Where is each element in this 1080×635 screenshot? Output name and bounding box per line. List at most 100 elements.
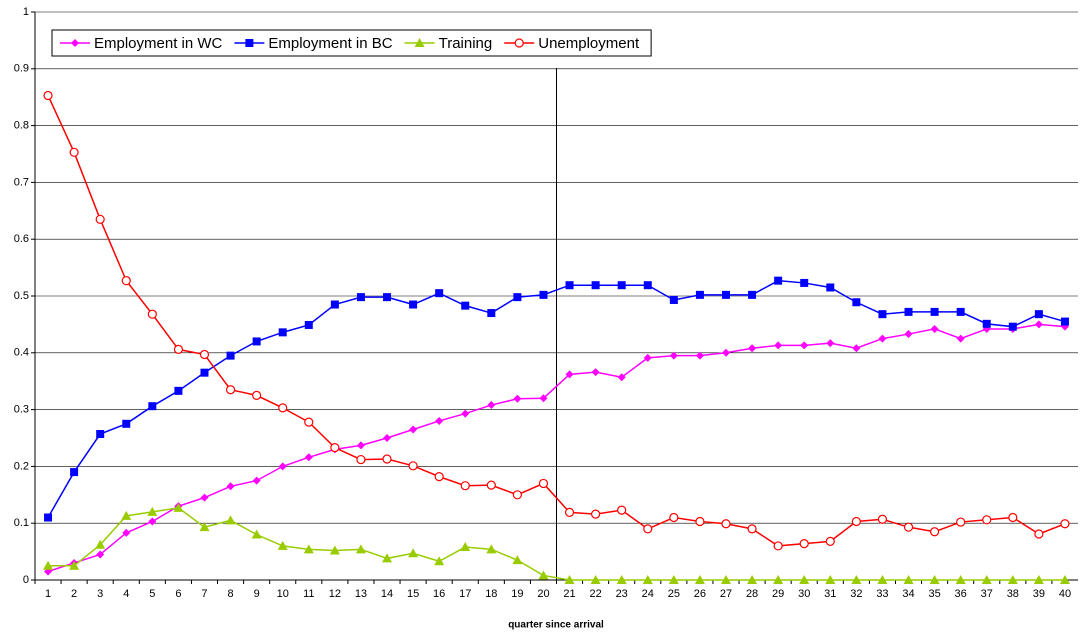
data-point	[878, 310, 887, 319]
data-point	[720, 575, 731, 584]
data-point	[799, 539, 809, 549]
data-point	[694, 575, 705, 584]
data-point	[695, 351, 704, 360]
data-point	[565, 370, 574, 379]
data-point	[252, 337, 261, 346]
x-tick-label: 12	[329, 588, 341, 600]
x-tick-label: 16	[433, 588, 445, 600]
y-tick-label: 1	[23, 6, 29, 18]
series-line	[48, 507, 1065, 581]
series-line	[47, 279, 1066, 518]
data-point	[852, 298, 861, 307]
x-axis-label: quarter since arrival	[508, 620, 604, 631]
data-point	[643, 524, 653, 534]
legend-label: Training	[439, 35, 493, 52]
data-point	[539, 290, 548, 299]
data-point	[512, 555, 523, 565]
data-point	[930, 307, 939, 316]
data-point	[826, 283, 835, 292]
data-point	[877, 514, 888, 524]
data-point	[513, 394, 522, 403]
x-tick-label: 34	[902, 588, 914, 600]
data-point	[903, 575, 914, 584]
data-point	[930, 324, 939, 333]
data-point	[565, 281, 574, 290]
data-point	[226, 351, 235, 360]
data-point	[148, 517, 157, 526]
data-point	[383, 434, 392, 442]
legend-marker	[71, 39, 79, 47]
data-point	[95, 214, 105, 224]
y-tick-label: 0.7	[14, 176, 29, 188]
data-point	[409, 425, 418, 434]
data-point	[44, 513, 53, 522]
data-point	[748, 344, 757, 353]
data-point	[981, 575, 992, 584]
data-point	[616, 575, 627, 584]
data-point	[904, 307, 913, 316]
data-point	[277, 540, 288, 550]
data-point	[591, 281, 600, 290]
data-point	[825, 536, 835, 546]
legend-label: Employment in WC	[94, 35, 223, 52]
data-point	[643, 353, 652, 362]
data-point	[461, 409, 470, 418]
data-point	[383, 293, 392, 302]
data-point	[982, 515, 992, 525]
y-tick-label: 0.2	[14, 460, 29, 472]
data-point	[591, 368, 600, 377]
data-point	[356, 454, 366, 465]
data-point	[382, 553, 393, 563]
data-point	[226, 482, 235, 491]
data-point	[434, 472, 444, 482]
data-point	[278, 328, 287, 337]
data-point	[642, 575, 653, 584]
data-point	[929, 575, 940, 584]
data-point	[617, 373, 626, 382]
data-point	[303, 544, 314, 554]
data-point	[982, 319, 991, 328]
x-tick-label: 28	[746, 588, 758, 600]
data-point	[539, 394, 548, 403]
data-point	[564, 575, 575, 584]
series-line	[47, 95, 1066, 547]
legend-label: Employment in BC	[268, 35, 392, 52]
legend-marker	[414, 38, 425, 47]
data-point	[252, 476, 261, 485]
y-tick-label: 0	[23, 574, 29, 586]
data-point	[304, 320, 313, 329]
data-point	[852, 344, 861, 353]
data-point	[773, 541, 783, 551]
data-point	[355, 544, 366, 554]
x-tick-label: 14	[381, 588, 393, 600]
x-tick-label: 19	[511, 588, 523, 600]
data-point	[148, 402, 157, 411]
data-point	[460, 542, 471, 552]
legend-label: Unemployment	[538, 35, 640, 52]
data-point	[486, 544, 497, 554]
y-tick-label: 0.6	[14, 233, 29, 245]
data-point	[69, 560, 80, 570]
data-point	[669, 351, 678, 360]
x-tick-label: 17	[459, 588, 471, 600]
data-point	[903, 522, 914, 532]
data-point	[1060, 519, 1070, 529]
x-tick-label: 31	[824, 588, 836, 600]
data-point	[435, 416, 444, 425]
y-tick-label: 0.3	[14, 404, 29, 416]
data-point	[799, 575, 810, 584]
data-point	[591, 509, 601, 519]
data-point	[669, 512, 679, 523]
data-point	[590, 575, 601, 584]
y-tick-label: 0.9	[14, 63, 29, 75]
data-point	[122, 528, 131, 537]
x-tick-label: 37	[981, 588, 993, 600]
x-tick-label: 13	[355, 588, 367, 600]
x-tick-label: 7	[201, 588, 207, 600]
data-point	[329, 545, 340, 555]
data-point	[122, 419, 131, 428]
data-point	[1034, 310, 1043, 319]
data-point	[668, 575, 679, 584]
data-point	[512, 490, 522, 500]
